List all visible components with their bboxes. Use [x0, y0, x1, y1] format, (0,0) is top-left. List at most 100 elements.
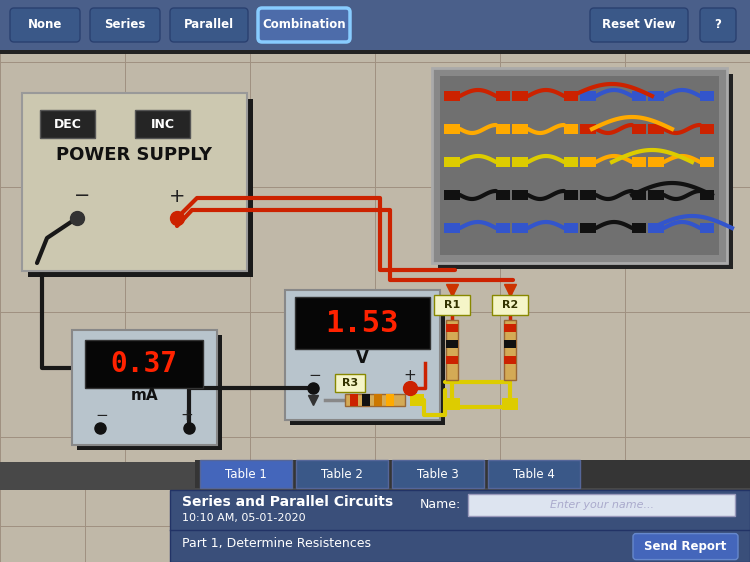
Bar: [440, 76, 719, 255]
Text: +: +: [169, 187, 185, 206]
Bar: [85, 340, 203, 388]
Bar: [468, 494, 735, 516]
Text: POWER SUPPLY: POWER SUPPLY: [56, 146, 212, 164]
Bar: [632, 91, 646, 101]
Text: Enter your name...: Enter your name...: [550, 500, 653, 510]
Bar: [512, 190, 528, 200]
Bar: [0, 50, 750, 54]
Text: ?: ?: [715, 19, 722, 31]
Bar: [295, 297, 430, 349]
Bar: [700, 157, 714, 167]
Bar: [444, 157, 460, 167]
Bar: [580, 223, 596, 233]
Bar: [345, 394, 405, 406]
Bar: [410, 394, 424, 406]
Bar: [700, 91, 714, 101]
Bar: [502, 398, 518, 410]
Bar: [512, 124, 528, 134]
Bar: [648, 124, 664, 134]
Text: Table 3: Table 3: [417, 468, 459, 481]
Text: Table 4: Table 4: [513, 468, 555, 481]
Bar: [22, 93, 247, 271]
Bar: [488, 460, 580, 488]
Bar: [700, 223, 714, 233]
Text: 10:10 AM, 05-01-2020: 10:10 AM, 05-01-2020: [182, 513, 306, 523]
Bar: [438, 74, 733, 269]
Text: Send Report: Send Report: [644, 540, 727, 553]
Bar: [496, 190, 510, 200]
FancyBboxPatch shape: [170, 8, 248, 42]
Text: R2: R2: [502, 300, 518, 310]
Bar: [386, 394, 394, 406]
Bar: [564, 190, 578, 200]
Bar: [444, 190, 460, 200]
Bar: [135, 110, 190, 138]
Bar: [564, 223, 578, 233]
Bar: [504, 340, 516, 348]
Bar: [444, 398, 460, 410]
Bar: [504, 356, 516, 364]
Bar: [0, 0, 750, 50]
Bar: [296, 460, 388, 488]
FancyBboxPatch shape: [590, 8, 688, 42]
Text: −: −: [96, 407, 108, 423]
FancyBboxPatch shape: [90, 8, 160, 42]
Text: DEC: DEC: [53, 117, 82, 130]
Bar: [446, 324, 458, 332]
Bar: [492, 295, 528, 315]
Bar: [28, 99, 253, 277]
Text: Table 2: Table 2: [321, 468, 363, 481]
Bar: [648, 190, 664, 200]
Bar: [374, 394, 382, 406]
Bar: [362, 394, 370, 406]
FancyBboxPatch shape: [700, 8, 736, 42]
Bar: [444, 223, 460, 233]
Bar: [700, 124, 714, 134]
Text: Parallel: Parallel: [184, 19, 234, 31]
Bar: [564, 157, 578, 167]
Text: V: V: [356, 349, 369, 367]
Text: +: +: [181, 407, 194, 423]
Bar: [580, 190, 596, 200]
FancyBboxPatch shape: [10, 8, 80, 42]
Bar: [512, 157, 528, 167]
Bar: [496, 91, 510, 101]
Text: Combination: Combination: [262, 19, 346, 31]
Bar: [200, 460, 292, 488]
Bar: [580, 91, 596, 101]
Bar: [496, 223, 510, 233]
Bar: [632, 157, 646, 167]
Bar: [40, 110, 95, 138]
Bar: [632, 190, 646, 200]
Text: R3: R3: [342, 378, 358, 388]
Text: Part 1, Determine Resistences: Part 1, Determine Resistences: [182, 537, 371, 550]
Bar: [0, 462, 750, 562]
Bar: [512, 223, 528, 233]
Bar: [72, 330, 217, 445]
Bar: [335, 374, 365, 392]
Bar: [700, 190, 714, 200]
Bar: [648, 223, 664, 233]
Text: None: None: [28, 19, 62, 31]
Bar: [564, 124, 578, 134]
Bar: [285, 290, 440, 420]
Text: 0.37: 0.37: [110, 350, 178, 378]
Text: +: +: [404, 368, 416, 383]
Bar: [632, 223, 646, 233]
Bar: [648, 91, 664, 101]
Text: INC: INC: [151, 117, 175, 130]
Bar: [496, 124, 510, 134]
Text: R1: R1: [444, 300, 460, 310]
Bar: [446, 340, 458, 348]
Bar: [434, 295, 470, 315]
Text: 1.53: 1.53: [326, 309, 399, 338]
Text: Name:: Name:: [420, 497, 461, 510]
Bar: [504, 320, 516, 380]
Text: Reset View: Reset View: [602, 19, 676, 31]
Text: Table 1: Table 1: [225, 468, 267, 481]
FancyBboxPatch shape: [633, 533, 738, 560]
Bar: [496, 157, 510, 167]
Bar: [580, 157, 596, 167]
Text: −: −: [74, 187, 90, 206]
Bar: [564, 91, 578, 101]
